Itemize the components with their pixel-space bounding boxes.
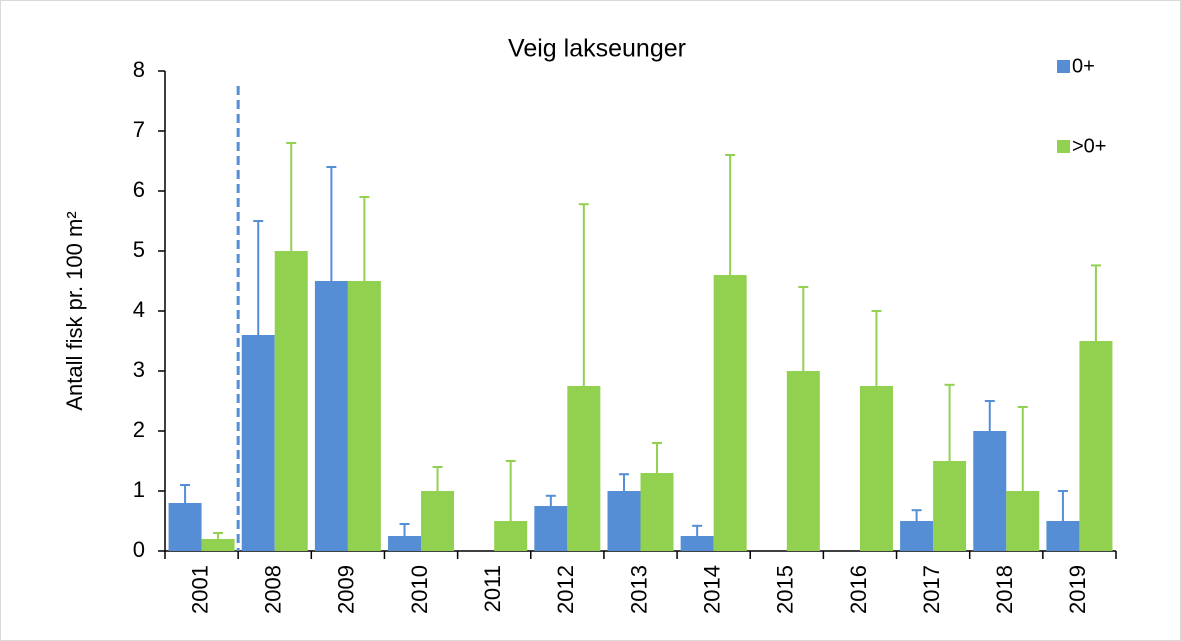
bar	[494, 521, 528, 551]
chart-title: Veig lakseunger	[508, 35, 686, 63]
legend-label: >0+	[1072, 135, 1106, 157]
y-tick-label: 3	[133, 357, 145, 382]
bar	[241, 335, 275, 551]
x-tick-label: 2008	[261, 565, 286, 614]
x-tick-label: 2010	[407, 565, 432, 614]
y-tick-label: 4	[133, 297, 145, 322]
y-tick-label: 1	[133, 477, 145, 502]
legend-swatch	[1057, 140, 1070, 153]
y-axis-label: Antall fisk pr. 100 m²	[62, 211, 87, 410]
bar	[973, 431, 1007, 551]
bar	[534, 506, 568, 551]
legend-swatch	[1057, 60, 1070, 73]
x-tick-label: 2016	[846, 565, 871, 614]
bar	[388, 536, 422, 551]
bar	[314, 281, 348, 551]
bar	[567, 386, 601, 551]
x-tick-label: 2012	[553, 565, 578, 614]
y-tick-label: 8	[133, 57, 145, 82]
x-tick-label: 2013	[626, 565, 651, 614]
bar	[607, 491, 641, 551]
y-tick-label: 2	[133, 417, 145, 442]
x-tick-label: 2014	[699, 565, 724, 614]
bar	[640, 473, 674, 551]
bar	[421, 491, 455, 551]
x-tick-label: 2015	[773, 565, 798, 614]
y-tick-label: 7	[133, 117, 145, 142]
bar	[933, 461, 967, 551]
bar	[201, 539, 235, 551]
bar	[713, 275, 747, 551]
bar	[274, 251, 308, 551]
bar	[859, 386, 893, 551]
bar	[1006, 491, 1040, 551]
x-tick-label: 2009	[334, 565, 359, 614]
x-tick-label: 2017	[919, 565, 944, 614]
bar	[1046, 521, 1080, 551]
y-tick-label: 5	[133, 237, 145, 262]
legend-label: 0+	[1072, 55, 1095, 77]
x-tick-label: 2019	[1065, 565, 1090, 614]
y-tick-label: 6	[133, 177, 145, 202]
bar	[168, 503, 202, 551]
bar	[1079, 341, 1113, 551]
x-tick-label: 2018	[992, 565, 1017, 614]
bar	[680, 536, 714, 551]
y-tick-label: 0	[133, 537, 145, 562]
x-tick-label: 2001	[187, 565, 212, 614]
bar	[900, 521, 934, 551]
bar	[347, 281, 381, 551]
x-tick-label: 2011	[480, 565, 505, 612]
bar	[786, 371, 820, 551]
